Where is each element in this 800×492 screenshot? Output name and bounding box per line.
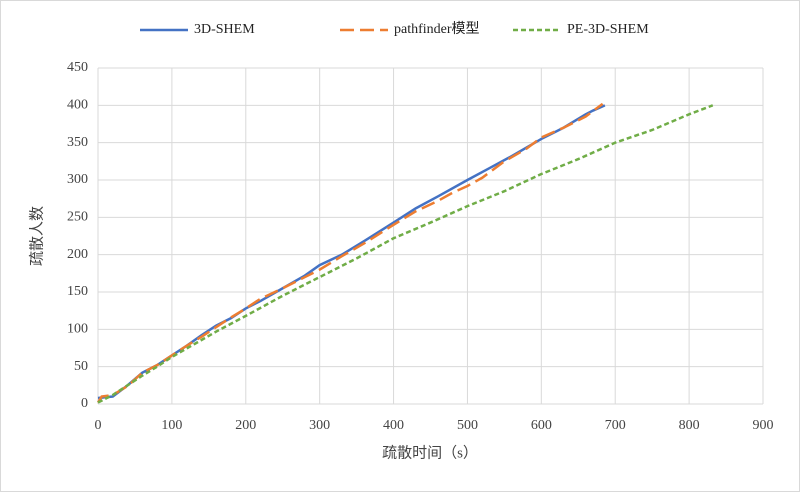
y-tick-label: 300 <box>67 172 88 187</box>
series-line <box>97 104 714 404</box>
y-tick-label: 100 <box>67 322 88 337</box>
series-line <box>96 102 604 404</box>
y-axis-title: 疏散人数 <box>28 206 45 266</box>
y-tick-label: 400 <box>67 98 88 113</box>
legend-label: 3D-SHEM <box>194 22 255 37</box>
y-tick-label: 200 <box>67 247 88 262</box>
x-tick-label: 0 <box>95 418 102 433</box>
x-tick-label: 800 <box>679 418 700 433</box>
legend-label: PE-3D-SHEM <box>567 22 649 37</box>
y-tick-label: 450 <box>67 60 88 75</box>
y-tick-label: 50 <box>74 359 88 374</box>
x-tick-label: 400 <box>383 418 404 433</box>
x-tick-label: 200 <box>235 418 256 433</box>
y-tick-label: 250 <box>67 210 88 225</box>
x-tick-label: 900 <box>753 418 774 433</box>
y-tick-label: 0 <box>81 396 88 411</box>
x-tick-label: 300 <box>309 418 330 433</box>
x-tick-label: 700 <box>605 418 626 433</box>
y-tick-label: 350 <box>67 135 88 150</box>
y-tick-label: 150 <box>67 284 88 299</box>
x-axis-title: 疏散时间（s） <box>382 444 478 461</box>
x-tick-label: 100 <box>161 418 182 433</box>
x-tick-label: 500 <box>457 418 478 433</box>
legend-label: pathfinder模型 <box>394 21 480 37</box>
x-tick-label: 600 <box>531 418 552 433</box>
